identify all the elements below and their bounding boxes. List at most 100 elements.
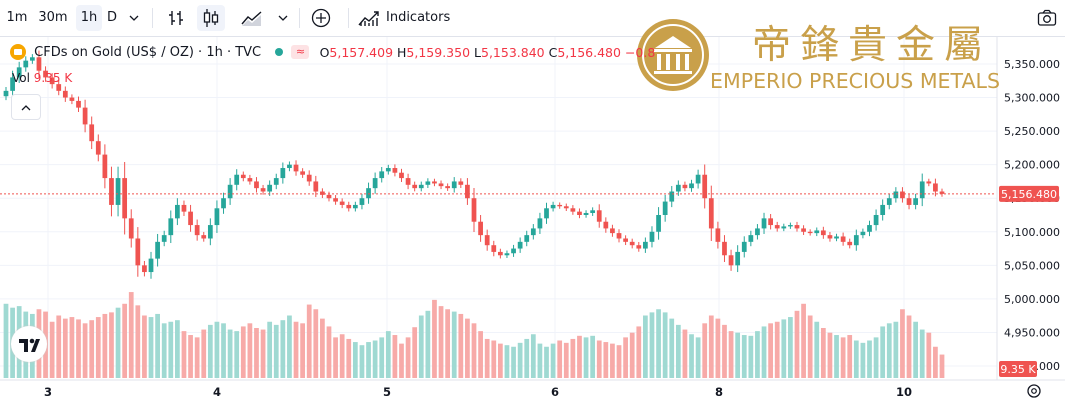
candle-body (16, 67, 22, 78)
volume-bar (267, 321, 273, 378)
candle-body (168, 218, 174, 236)
candle-body (240, 174, 246, 179)
candle-body (300, 171, 305, 175)
price-tick-label: 5,000.000 (1004, 293, 1060, 306)
candle-body (135, 238, 141, 266)
candle-body (175, 204, 180, 219)
candle-body (702, 174, 708, 199)
time-axis[interactable]: 3 4 5 6 8 10 (44, 385, 912, 399)
volume-bar (89, 320, 95, 378)
volume-bar (260, 329, 266, 378)
candle-body (201, 235, 207, 239)
volume-bars (3, 292, 945, 378)
volume-bar (788, 317, 793, 378)
volume-bar (853, 340, 859, 378)
volume-bar (669, 318, 675, 378)
volume-bar (517, 342, 523, 378)
candle-body (919, 181, 925, 199)
candle-body (372, 178, 378, 189)
data-flag-badge[interactable]: ≈ (291, 45, 310, 59)
indicators-button[interactable]: Indicators (358, 5, 458, 31)
candle-body (458, 181, 464, 185)
bars-style-icon[interactable] (162, 5, 190, 31)
interval-30m[interactable]: 30m (38, 10, 68, 25)
chevron-up-icon (21, 104, 31, 110)
price-chart[interactable]: 5,350.000 5,300.000 5,250.000 5,200.000 5,15… (0, 37, 1065, 404)
volume-bar (471, 323, 477, 378)
collapse-legend-button[interactable] (11, 94, 41, 120)
candle-body (313, 181, 319, 192)
candle-body (438, 183, 444, 187)
interval-D[interactable]: D (106, 10, 117, 25)
volume-bar (201, 329, 207, 378)
volume-bar (900, 309, 905, 378)
candle-body (649, 231, 655, 242)
volume-bar (616, 345, 622, 378)
volume-bar (735, 332, 741, 378)
price-tick-label: 5,200.000 (1004, 159, 1060, 172)
candle-body (933, 183, 938, 192)
candle-body (280, 168, 286, 179)
interval-1h[interactable]: 1h (76, 5, 102, 31)
candle-body (886, 198, 892, 205)
compare-plus-icon[interactable] (307, 5, 335, 31)
volume-bar (300, 323, 305, 378)
candle-body (550, 204, 556, 209)
candle-body (109, 178, 114, 205)
interval-dropdown-chevron-icon[interactable] (124, 5, 144, 31)
candle-body (122, 178, 128, 219)
candle-body (695, 174, 701, 184)
volume-bar (583, 337, 589, 378)
candle-body (478, 221, 483, 236)
volume-bar (563, 342, 569, 378)
symbol-title[interactable]: CFDs on Gold (US$ / OZ) · 1h · TVC (34, 44, 262, 60)
volume-bar (273, 324, 279, 378)
candle-body (906, 198, 912, 205)
chart-grid (0, 37, 997, 380)
candle-body (161, 235, 167, 242)
volume-bar (155, 313, 160, 378)
chart-type-chevron-icon[interactable] (273, 5, 293, 31)
volume-bar (886, 323, 892, 378)
candle-body (82, 107, 88, 125)
volume-bar (168, 321, 174, 378)
time-tick-label: 5 (383, 385, 391, 399)
candle-body (511, 248, 516, 254)
volume-bar (926, 332, 932, 378)
tradingview-logo-icon[interactable] (11, 326, 47, 362)
candles-style-icon[interactable] (197, 5, 225, 31)
volume-bar (346, 338, 352, 378)
volume-bar (497, 343, 503, 378)
volume-bar (392, 335, 398, 378)
volume-bar (207, 324, 213, 378)
candle-body (524, 235, 530, 242)
candle-body (557, 204, 563, 207)
volume-bar (643, 315, 648, 378)
price-axis[interactable]: 5,350.000 5,300.000 5,250.000 5,200.000 5,15… (1004, 58, 1060, 373)
toolbar-divider (348, 8, 349, 28)
volume-bar (755, 331, 760, 378)
volume-bar (214, 321, 220, 378)
indicators-label: Indicators (386, 10, 451, 25)
volume-bar (596, 340, 602, 378)
gold-symbol-icon (10, 44, 26, 60)
area-style-icon[interactable] (238, 5, 266, 31)
indicators-icon (358, 10, 379, 26)
candle-body (530, 228, 536, 236)
last-volume-label: 9.35 K (1000, 363, 1036, 376)
volume-bar (511, 346, 516, 378)
volume-bar (82, 323, 88, 378)
candle-body (814, 230, 820, 234)
time-tick-label: 8 (715, 385, 723, 399)
settings-gear-icon[interactable] (1027, 384, 1041, 398)
interval-1m[interactable]: 1m (6, 10, 28, 25)
candle-body (471, 198, 477, 222)
snapshot-camera-icon[interactable] (1034, 5, 1060, 31)
candle-body (735, 251, 741, 266)
volume-bar (781, 319, 787, 378)
volume-bar (399, 343, 404, 378)
candle-body (405, 178, 411, 185)
candle-body (214, 208, 220, 226)
price-tick-label: 5,050.000 (1004, 259, 1060, 272)
volume-bar (656, 309, 661, 378)
